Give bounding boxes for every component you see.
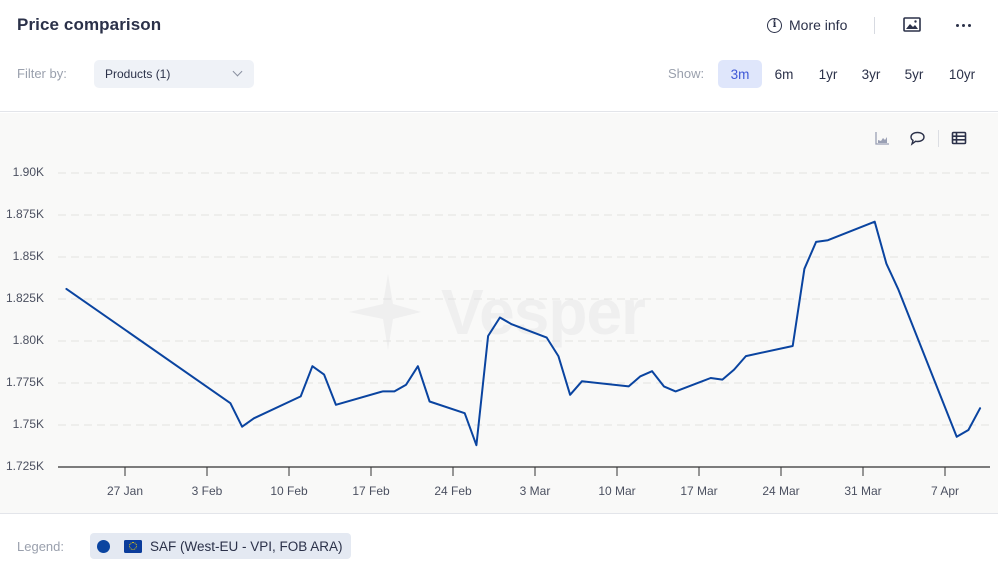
- range-10yr[interactable]: 10yr: [948, 66, 976, 82]
- chart-type-button[interactable]: [874, 130, 890, 151]
- header-divider: [874, 17, 875, 34]
- range-3yr[interactable]: 3yr: [861, 66, 881, 82]
- info-circle-icon: i: [767, 17, 782, 33]
- range-1yr[interactable]: 1yr: [818, 66, 838, 82]
- x-tick-label: 3 Mar: [519, 484, 551, 498]
- legend-label: Legend:: [17, 539, 64, 554]
- x-tick-label: 7 Apr: [930, 484, 960, 498]
- more-dot: [967, 23, 971, 27]
- area-chart-icon: [875, 132, 889, 145]
- more-info-button[interactable]: i More info: [767, 17, 847, 33]
- filter-label: Filter by:: [17, 66, 67, 81]
- y-tick-label: 1.90K: [12, 165, 44, 179]
- products-filter-select[interactable]: Products (1): [94, 60, 254, 88]
- x-tick-label: 10 Feb: [270, 484, 308, 498]
- more-dot: [961, 23, 965, 27]
- range-3m[interactable]: 3m: [718, 60, 762, 88]
- series-color-dot-icon: [97, 539, 110, 553]
- chart-header: Price comparison i More info Filter by: …: [0, 0, 998, 112]
- x-tick-label: 24 Mar: [762, 484, 800, 498]
- legend-item-label: SAF (West-EU - VPI, FOB ARA): [150, 538, 343, 554]
- x-tick-label: 17 Feb: [352, 484, 390, 498]
- x-tick-label: 24 Feb: [434, 484, 472, 498]
- table-icon: [951, 131, 967, 145]
- tools-divider: [938, 130, 939, 147]
- y-tick-label: 1.725K: [5, 459, 44, 473]
- image-export-button[interactable]: [903, 16, 921, 33]
- x-tick-label: 17 Mar: [680, 484, 718, 498]
- image-icon: [903, 17, 921, 32]
- x-tick-label: 27 Jan: [106, 484, 144, 498]
- y-tick-label: 1.85K: [12, 249, 44, 263]
- x-tick-label: 3 Feb: [191, 484, 223, 498]
- comment-icon: [910, 131, 925, 146]
- show-label: Show:: [668, 66, 705, 81]
- y-tick-label: 1.825K: [5, 291, 44, 305]
- chart-area: [0, 113, 998, 513]
- y-tick-label: 1.80K: [12, 333, 44, 347]
- more-horizontal-icon: [955, 23, 959, 27]
- more-options-button[interactable]: [953, 17, 973, 33]
- eu-flag-icon: [124, 539, 142, 553]
- y-tick-label: 1.875K: [5, 207, 44, 221]
- range-6m[interactable]: 6m: [774, 66, 794, 82]
- range-5yr[interactable]: 5yr: [904, 66, 924, 82]
- table-view-button[interactable]: [951, 130, 967, 151]
- legend-item-saf[interactable]: SAF (West-EU - VPI, FOB ARA): [90, 533, 351, 559]
- annotations-button[interactable]: [909, 130, 926, 151]
- page-title: Price comparison: [17, 15, 162, 34]
- x-tick-label: 10 Mar: [598, 484, 636, 498]
- y-tick-label: 1.775K: [5, 375, 44, 389]
- more-info-label: More info: [789, 17, 848, 33]
- legend-bar: Legend: SAF (West-EU - VPI, FOB ARA): [0, 513, 998, 575]
- x-tick-label: 31 Mar: [844, 484, 882, 498]
- products-filter-value: Products (1): [105, 67, 171, 81]
- chevron-down-icon: [232, 66, 243, 77]
- y-tick-label: 1.75K: [12, 417, 44, 431]
